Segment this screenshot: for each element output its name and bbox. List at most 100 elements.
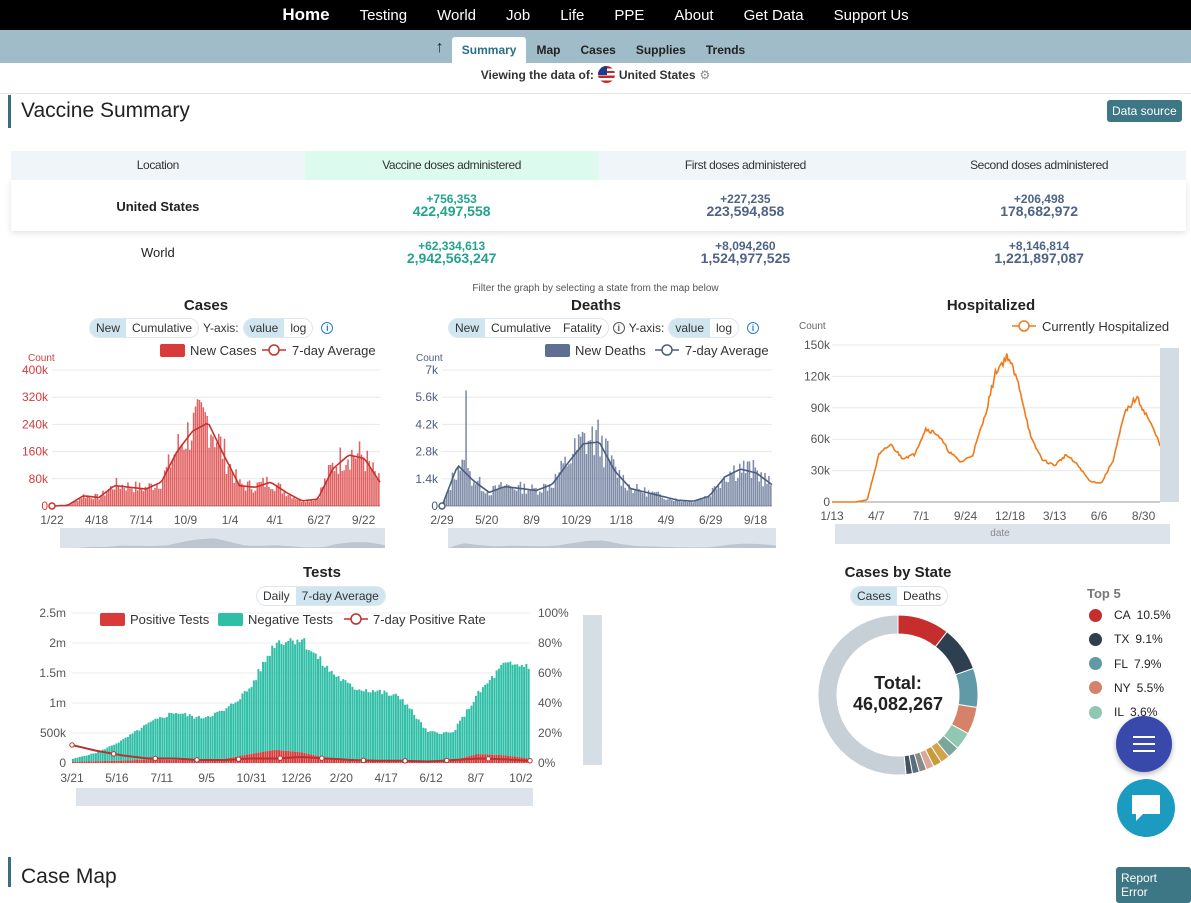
data-bar bbox=[311, 500, 313, 506]
row-location: World bbox=[11, 231, 305, 277]
data-bar bbox=[716, 489, 718, 506]
toggle-value[interactable]: value bbox=[669, 319, 710, 337]
negative-bar bbox=[413, 715, 415, 762]
toggle-cases[interactable]: Cases bbox=[851, 587, 897, 605]
positive-bar bbox=[170, 760, 172, 763]
negative-bar bbox=[196, 717, 198, 760]
negative-bar bbox=[219, 711, 221, 759]
nav-world[interactable]: World bbox=[437, 7, 476, 24]
nav-get-data[interactable]: Get Data bbox=[744, 7, 804, 24]
negative-bar bbox=[333, 675, 335, 759]
positive-bar bbox=[102, 761, 104, 763]
toggle-fatality[interactable]: Fatality bbox=[557, 319, 608, 337]
negative-bar bbox=[287, 641, 289, 751]
negative-bar bbox=[500, 665, 502, 755]
report-error-button[interactable]: Report Error bbox=[1116, 867, 1191, 903]
toggle-cumulative[interactable]: Cumulative bbox=[126, 319, 198, 337]
nav-support-us[interactable]: Support Us bbox=[834, 7, 909, 24]
nav-testing[interactable]: Testing bbox=[360, 7, 408, 24]
y-tick-label: 150k bbox=[804, 338, 831, 352]
positive-bar bbox=[93, 761, 95, 763]
data-bar bbox=[576, 450, 578, 506]
arrow-up-icon[interactable]: ↑ bbox=[436, 39, 444, 57]
positive-bar bbox=[164, 760, 166, 763]
data-bar bbox=[560, 461, 562, 506]
toggle-value[interactable]: value bbox=[244, 319, 285, 337]
toggle-cumulative[interactable]: Cumulative bbox=[485, 319, 557, 337]
negative-bar bbox=[157, 719, 159, 760]
tab-supplies[interactable]: Supplies bbox=[626, 37, 696, 63]
positive-bar bbox=[81, 762, 83, 763]
tab-trends[interactable]: Trends bbox=[696, 37, 755, 63]
positive-bar bbox=[161, 760, 163, 763]
negative-bar bbox=[118, 743, 120, 761]
tab-cases[interactable]: Cases bbox=[570, 37, 625, 63]
negative-bar bbox=[283, 645, 285, 750]
y-tick-label: 1m bbox=[49, 696, 66, 710]
positive-bar bbox=[276, 750, 278, 763]
data-bar bbox=[118, 486, 120, 506]
nav-ppe[interactable]: PPE bbox=[614, 7, 644, 24]
negative-bar bbox=[81, 756, 83, 761]
negative-bar bbox=[214, 713, 216, 760]
data-bar bbox=[214, 447, 216, 506]
data-bar bbox=[370, 469, 372, 506]
positive-rate-point bbox=[195, 758, 199, 762]
negative-bar bbox=[367, 692, 369, 760]
tab-summary[interactable]: Summary bbox=[452, 37, 527, 63]
data-bar bbox=[679, 501, 681, 506]
toggle-deaths[interactable]: Deaths bbox=[897, 587, 947, 605]
data-bar bbox=[591, 426, 593, 506]
nav-life[interactable]: Life bbox=[560, 7, 584, 24]
data-bar bbox=[285, 496, 287, 506]
positive-bar bbox=[122, 761, 124, 763]
legend-percent: 9.1% bbox=[1135, 632, 1162, 646]
total-value: 1,524,977,525 bbox=[599, 252, 893, 265]
data-bar bbox=[749, 461, 751, 506]
info-icon[interactable]: i bbox=[613, 322, 625, 334]
info-icon[interactable]: i bbox=[321, 322, 333, 334]
toggle-new[interactable]: New bbox=[90, 319, 126, 337]
negative-bar bbox=[280, 644, 282, 750]
menu-button[interactable] bbox=[1116, 716, 1172, 772]
toggle-log[interactable]: log bbox=[710, 319, 738, 337]
data-bar bbox=[720, 488, 722, 506]
negative-bar bbox=[429, 731, 431, 762]
data-bar bbox=[661, 498, 663, 506]
negative-bar bbox=[484, 685, 486, 755]
negative-bar bbox=[406, 704, 408, 761]
data-bar bbox=[158, 489, 160, 506]
negative-bar bbox=[349, 683, 351, 759]
negative-bar bbox=[315, 653, 317, 755]
negative-bar bbox=[434, 732, 436, 762]
col-location: Location bbox=[11, 151, 305, 180]
info-icon[interactable]: i bbox=[747, 322, 759, 334]
data-bar bbox=[512, 488, 514, 506]
nav-about[interactable]: About bbox=[674, 7, 713, 24]
gear-icon[interactable]: ⚙ bbox=[700, 68, 711, 82]
viewing-place[interactable]: United States bbox=[619, 68, 696, 82]
toggle-log[interactable]: log bbox=[284, 319, 312, 337]
nav-home[interactable]: Home bbox=[282, 5, 329, 25]
negative-bar bbox=[324, 667, 326, 757]
legend-marker bbox=[1019, 321, 1029, 331]
tab-map[interactable]: Map bbox=[526, 37, 570, 63]
x-tick-label: 3/21 bbox=[60, 771, 84, 785]
positive-bar bbox=[274, 750, 276, 763]
data-bar bbox=[237, 483, 239, 506]
data-source-button[interactable]: Data source bbox=[1107, 100, 1182, 122]
data-bar bbox=[502, 488, 504, 506]
nav-job[interactable]: Job bbox=[506, 7, 530, 24]
chat-button[interactable] bbox=[1117, 779, 1175, 837]
legend-percent: 7.9% bbox=[1134, 657, 1161, 671]
legend-dot bbox=[1089, 706, 1102, 719]
data-bar bbox=[626, 490, 628, 506]
positive-bar bbox=[312, 755, 314, 763]
positive-bar bbox=[283, 751, 285, 763]
toggle-new[interactable]: New bbox=[449, 319, 485, 337]
